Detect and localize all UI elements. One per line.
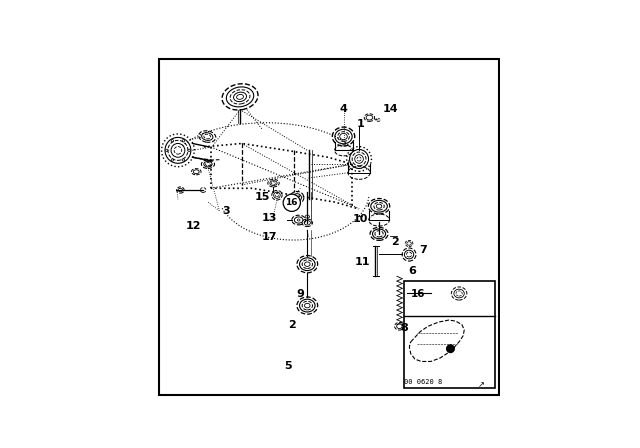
Text: 15: 15 — [255, 192, 270, 202]
Text: 4: 4 — [340, 104, 348, 114]
Text: 1: 1 — [357, 120, 365, 129]
Text: 10: 10 — [353, 214, 369, 224]
Text: 2: 2 — [288, 319, 296, 330]
Ellipse shape — [447, 345, 454, 353]
Text: ↗: ↗ — [478, 380, 485, 389]
Text: 6: 6 — [408, 266, 417, 276]
Text: 3: 3 — [223, 206, 230, 216]
Text: 9: 9 — [296, 289, 305, 298]
Text: 14: 14 — [382, 104, 398, 114]
Text: 12: 12 — [186, 221, 201, 231]
Text: 5: 5 — [285, 361, 292, 371]
Circle shape — [283, 194, 300, 211]
Text: 13: 13 — [262, 213, 277, 223]
Text: 2: 2 — [392, 237, 399, 247]
Text: 7: 7 — [419, 246, 427, 255]
Text: 17: 17 — [262, 232, 277, 242]
FancyBboxPatch shape — [404, 281, 495, 388]
Text: 16: 16 — [411, 289, 426, 298]
Text: 00 0620 8: 00 0620 8 — [404, 379, 442, 385]
Text: 16: 16 — [285, 198, 298, 207]
Text: 8: 8 — [400, 323, 408, 333]
Text: 11: 11 — [355, 258, 371, 267]
